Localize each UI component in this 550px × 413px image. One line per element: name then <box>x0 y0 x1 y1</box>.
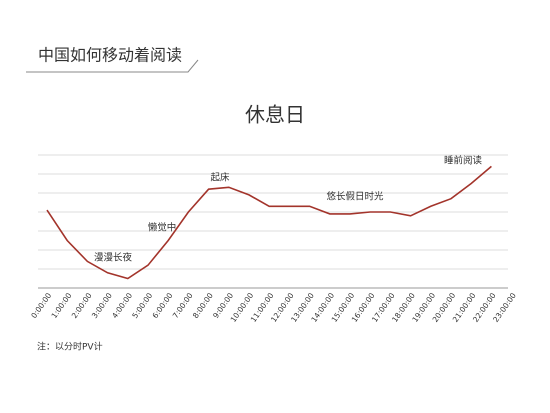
header-title: 中国如何移动着阅读 <box>38 46 182 65</box>
chart-title: 休息日 <box>245 103 305 127</box>
annotation: 睡前阅读 <box>444 155 483 167</box>
annotation: 懒觉中 <box>148 222 177 234</box>
annotation: 起床 <box>210 172 230 184</box>
note: 注：以分时PV计 <box>37 341 103 353</box>
annotation: 漫漫长夜 <box>94 252 133 264</box>
annotation: 悠长假日时光 <box>326 191 384 203</box>
line <box>46 165 492 280</box>
header-rule <box>26 59 199 73</box>
